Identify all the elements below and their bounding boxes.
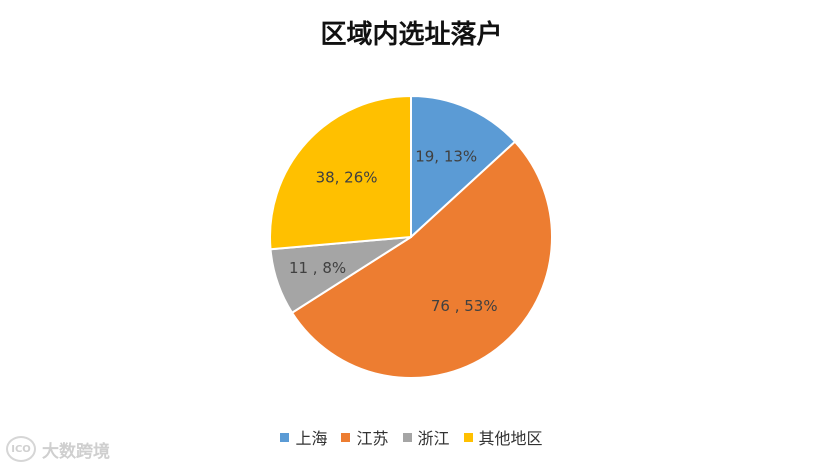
watermark: ICO 大数跨境 xyxy=(6,436,110,462)
legend-label: 江苏 xyxy=(356,429,389,448)
slice-data-label: 38, 26% xyxy=(316,168,378,186)
pie-slice-0 xyxy=(410,94,517,240)
legend-item-other: 其他地区 xyxy=(463,425,543,449)
watermark-text: 大数跨境 xyxy=(42,441,110,462)
watermark-logo-icon: ICO xyxy=(6,436,36,462)
pie-slice-3 xyxy=(269,94,412,251)
legend-swatch xyxy=(280,432,290,442)
legend-swatch xyxy=(463,432,473,442)
slice-data-label: 76 , 53% xyxy=(431,297,498,315)
chart-legend: 上海 江苏 浙江 其他地区 xyxy=(0,425,823,449)
pie-slice-1 xyxy=(290,140,553,379)
legend-label: 上海 xyxy=(295,429,328,448)
legend-item-shanghai: 上海 xyxy=(280,425,327,449)
legend-item-zhejiang: 浙江 xyxy=(402,425,450,449)
legend-swatch xyxy=(341,432,351,442)
legend-label: 其他地区 xyxy=(478,429,543,448)
legend-item-jiangsu: 江苏 xyxy=(341,425,389,449)
chart-title: 区域内选址落户 xyxy=(320,20,503,50)
slice-data-label: 19, 13% xyxy=(415,147,477,165)
legend-label: 浙江 xyxy=(417,429,450,448)
slice-data-label: 11 , 8% xyxy=(289,259,346,277)
legend-swatch xyxy=(402,432,412,442)
